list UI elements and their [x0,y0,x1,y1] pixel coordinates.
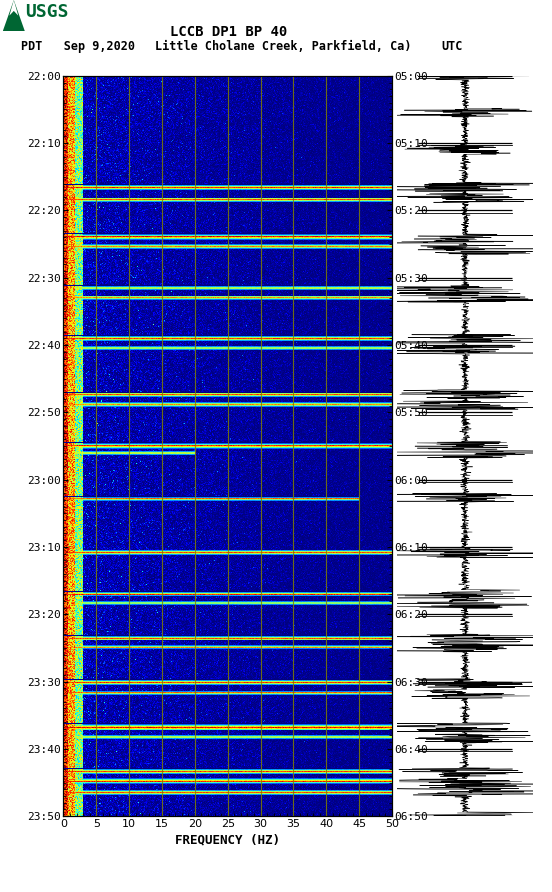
Text: Little Cholane Creek, Parkfield, Ca): Little Cholane Creek, Parkfield, Ca) [155,40,411,54]
Text: PDT   Sep 9,2020: PDT Sep 9,2020 [21,40,135,54]
X-axis label: FREQUENCY (HZ): FREQUENCY (HZ) [175,833,280,847]
Text: LCCB DP1 BP 40: LCCB DP1 BP 40 [171,25,288,39]
Text: UTC: UTC [442,40,463,54]
Text: USGS: USGS [25,3,68,21]
Polygon shape [3,0,25,31]
Polygon shape [9,0,18,16]
